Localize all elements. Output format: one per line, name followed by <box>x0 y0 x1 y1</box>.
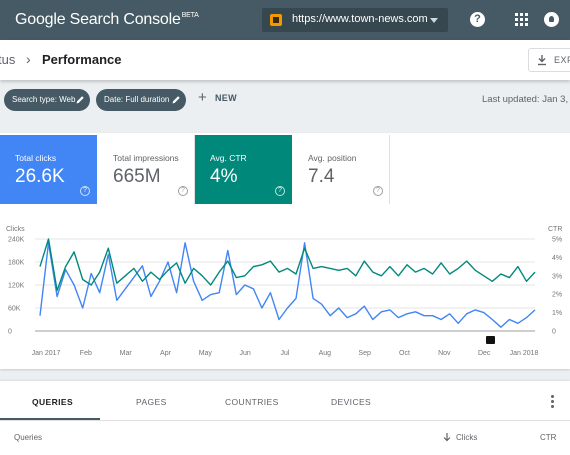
x-tick-label: Apr <box>160 350 172 357</box>
search-type-chip[interactable]: Search type: Web <box>4 89 90 111</box>
metric-avg-ctr[interactable]: Avg. CTR 4% ? <box>195 135 292 204</box>
x-tick-label: Sep <box>358 350 371 357</box>
tab-pages[interactable]: PAGES <box>136 397 167 407</box>
top-app-bar: Google Search ConsoleBETA https://www.to… <box>0 0 570 40</box>
chevron-down-icon <box>430 18 438 23</box>
column-queries[interactable]: Queries <box>14 433 43 442</box>
y-tick-right: 2% <box>552 292 562 299</box>
help-icon[interactable]: ? <box>275 186 285 196</box>
pencil-icon <box>76 96 84 104</box>
metric-label: Avg. CTR <box>210 153 247 163</box>
chip-label: Date: Full duration <box>104 95 170 104</box>
y-tick-right: 3% <box>552 273 562 280</box>
y-tick-right: 4% <box>552 255 562 262</box>
plus-icon: + <box>198 89 207 106</box>
metric-label: Total impressions <box>113 153 179 163</box>
apps-icon[interactable] <box>515 13 528 26</box>
x-tick-label: Dec <box>478 350 491 357</box>
series-line-ctr <box>39 238 536 292</box>
x-tick-label: Feb <box>80 350 92 357</box>
x-tick-label: Aug <box>319 350 332 357</box>
x-tick-label: Jan 2017 <box>32 350 61 357</box>
y-axis-title-left: Clicks <box>6 226 25 233</box>
filter-bar: Search type: Web Date: Full duration + N… <box>0 88 570 112</box>
help-icon[interactable]: ? <box>80 186 90 196</box>
metric-total-clicks[interactable]: Total clicks 26.6K ? <box>0 135 97 204</box>
series-line-clicks <box>39 242 536 328</box>
divider <box>0 420 570 421</box>
page-title: Performance <box>42 52 122 67</box>
more-vert-icon[interactable] <box>551 395 554 408</box>
download-icon <box>538 55 546 66</box>
property-selector[interactable]: https://www.town-news.com <box>262 8 448 32</box>
x-tick-label: Jan 2018 <box>510 350 539 357</box>
product-logo[interactable]: Google Search ConsoleBETA <box>15 11 199 29</box>
chip-label: Search type: Web <box>12 95 76 104</box>
y-tick-right: 5% <box>552 237 562 244</box>
metric-value: 665M <box>113 166 161 187</box>
y-tick-left: 120K <box>8 283 25 290</box>
y-tick-right: 0 <box>552 329 556 336</box>
y-tick-left: 180K <box>8 260 25 267</box>
beta-badge: BETA <box>181 12 199 19</box>
x-tick-label: Nov <box>438 350 451 357</box>
performance-chart: Clicks CTR 240K 180K 120K 60K 0 5% 4% 3% 2% 1% 0 Jan … <box>6 226 562 357</box>
help-icon[interactable]: ? <box>373 186 383 196</box>
y-axis-title-right: CTR <box>548 226 562 233</box>
metric-value: 4% <box>210 166 238 187</box>
y-tick-left: 240K <box>8 237 25 244</box>
tab-queries[interactable]: QUERIES <box>32 397 74 407</box>
pencil-icon <box>172 96 180 104</box>
details-panel: QUERIES PAGES COUNTRIES DEVICES Queries … <box>0 381 570 455</box>
x-tick-label: Jul <box>281 350 290 357</box>
y-tick-left: 0 <box>8 329 12 336</box>
column-clicks[interactable]: Clicks <box>456 433 478 442</box>
active-tab-indicator <box>0 418 100 420</box>
export-button[interactable]: EXP <box>528 48 570 72</box>
column-ctr[interactable]: CTR <box>540 433 557 442</box>
x-tick-label: Mar <box>120 350 133 357</box>
export-label: EXP <box>554 55 570 65</box>
property-url: https://www.town-news.com <box>292 13 428 25</box>
metric-value: 26.6K <box>15 166 65 187</box>
metric-value: 7.4 <box>308 166 335 187</box>
x-tick-label: Oct <box>399 350 410 357</box>
breadcrumb-separator: › <box>26 51 31 67</box>
help-icon[interactable]: ? <box>470 12 485 27</box>
tab-devices[interactable]: DEVICES <box>331 397 372 407</box>
page-header: tus › Performance EXP <box>0 40 570 80</box>
product-name: Google Search Console <box>15 11 181 28</box>
property-favicon-icon <box>270 14 282 26</box>
breadcrumb-status[interactable]: tus <box>0 52 16 67</box>
metric-avg-position[interactable]: Avg. position 7.4 ? <box>293 135 390 204</box>
tab-countries[interactable]: COUNTRIES <box>225 397 279 407</box>
help-icon[interactable]: ? <box>178 186 188 196</box>
new-filter-button[interactable]: NEW <box>215 93 237 103</box>
metric-label: Avg. position <box>308 153 357 163</box>
metric-label: Total clicks <box>15 153 57 163</box>
account-icon[interactable] <box>544 12 559 27</box>
y-tick-right: 1% <box>552 310 562 317</box>
arrow-down-icon <box>443 433 451 442</box>
performance-card: Total clicks 26.6K ? Total impressions 6… <box>0 133 570 369</box>
last-updated: Last updated: Jan 3, 2 <box>482 94 570 105</box>
metric-total-impressions[interactable]: Total impressions 665M ? <box>98 135 195 204</box>
annotation-marker <box>486 336 495 344</box>
x-tick-label: May <box>199 350 213 357</box>
date-chip[interactable]: Date: Full duration <box>96 89 186 111</box>
x-tick-label: Jun <box>240 350 251 357</box>
y-tick-left: 60K <box>8 306 21 313</box>
